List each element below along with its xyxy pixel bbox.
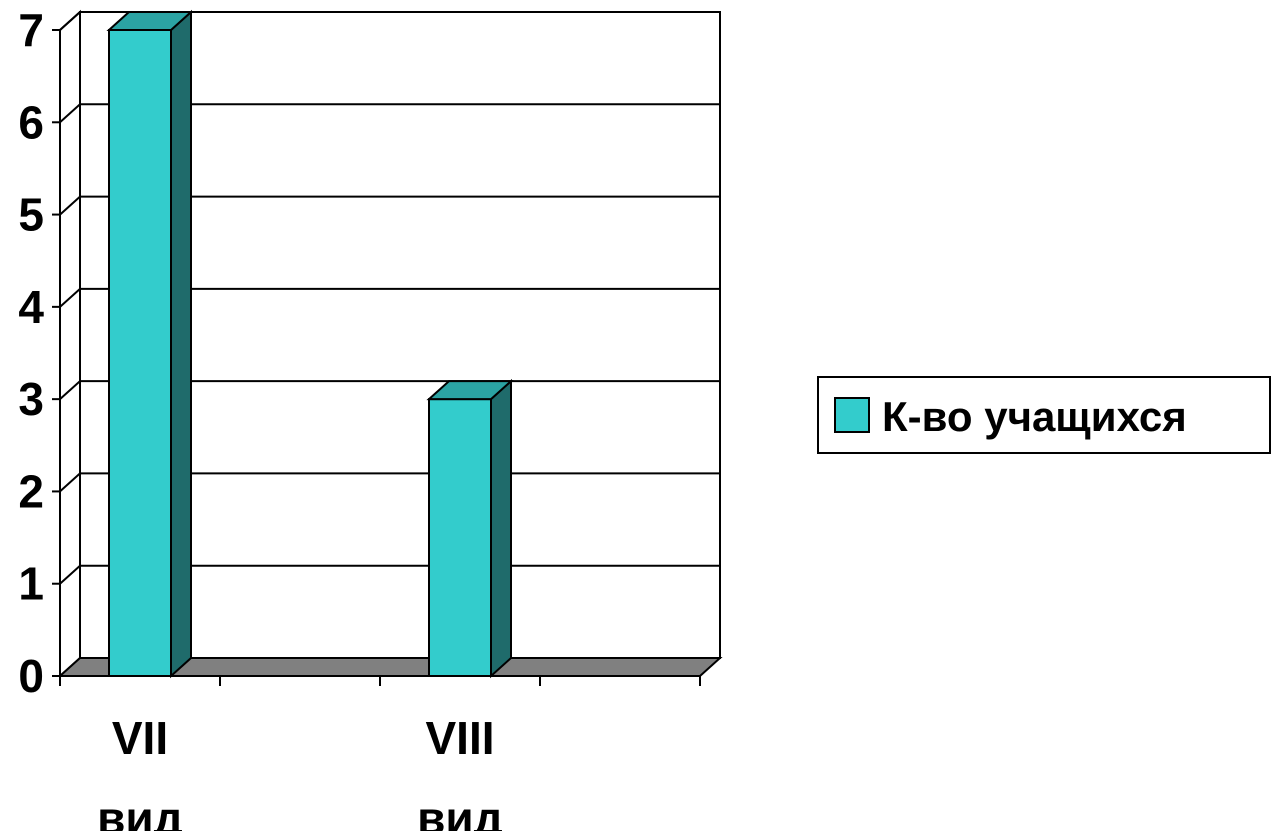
gridline <box>59 195 720 216</box>
legend-swatch <box>834 397 870 433</box>
gridline <box>59 103 720 124</box>
gridline <box>59 287 720 308</box>
y-tick-label: 0 <box>18 650 44 702</box>
bar-side <box>170 9 192 679</box>
legend: К-во учащихся <box>817 376 1271 454</box>
y-tick-label: 2 <box>18 465 44 517</box>
y-tick-label: 6 <box>18 96 44 148</box>
bar-front <box>428 398 492 677</box>
y-tick-label: 3 <box>18 373 44 425</box>
legend-box <box>817 376 1271 454</box>
x-tick-label: VIII <box>425 712 494 764</box>
bar-front <box>108 29 172 677</box>
bar <box>426 378 514 679</box>
bar-top <box>106 11 194 31</box>
y-tick-label: 5 <box>18 189 44 241</box>
y-tick-label: 1 <box>18 558 44 610</box>
x-tick-label: вид <box>417 792 503 831</box>
legend-entry: К-во учащихся <box>882 393 1187 440</box>
y-tick-label: 7 <box>18 4 44 56</box>
x-tick-label: вид <box>97 792 183 831</box>
side-wall <box>59 9 81 679</box>
bar-top <box>426 380 514 401</box>
bar-side <box>490 378 512 679</box>
gridline <box>59 11 720 31</box>
y-tick-labels: 0 1 2 3 4 5 6 7 <box>18 4 44 702</box>
bar <box>106 9 194 679</box>
bars <box>106 9 514 679</box>
x-tick-label: VII <box>112 712 168 764</box>
x-tick-labels: VII вид VIII вид <box>97 712 503 831</box>
y-tick-label: 4 <box>18 281 44 333</box>
